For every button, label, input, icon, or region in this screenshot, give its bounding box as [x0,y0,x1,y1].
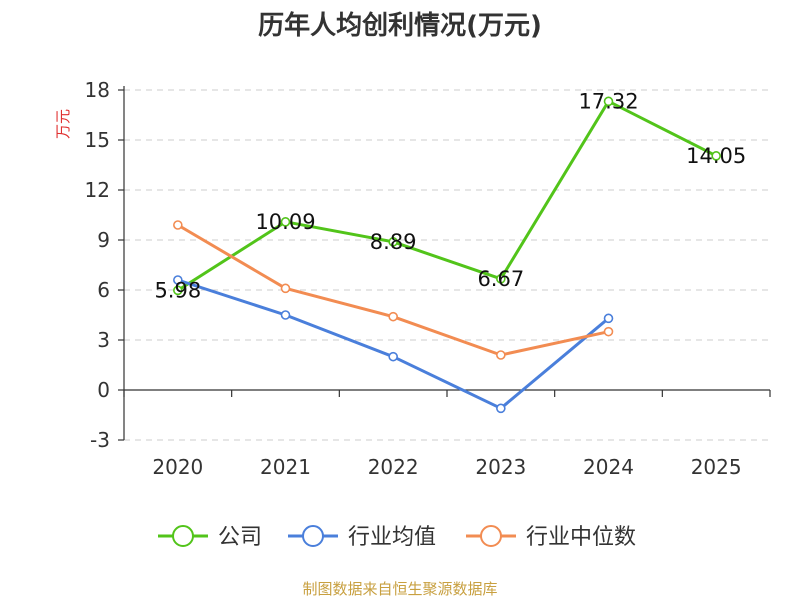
y-tick-label: 6 [97,278,110,302]
data-point [173,285,183,296]
data-point [496,350,506,360]
data-point [711,151,721,161]
data-point [173,275,183,285]
data-point [603,96,614,107]
y-tick-labels: 18 15 12 9 6 3 0 -3 [85,78,110,452]
x-tick-label: 2022 [368,455,419,479]
data-point [388,237,398,247]
data-label: 17.32 [578,89,638,113]
data-label: 14.05 [686,144,746,168]
axes [118,86,771,441]
data-label: 10.09 [255,210,315,234]
y-tick-label: 0 [97,378,110,402]
data-point [496,403,506,414]
series-group [173,96,721,414]
data-point [603,313,614,324]
data-labels: 5.98 10.09 8.89 6.67 17.32 14.05 [154,89,746,302]
data-point [280,283,291,294]
grid-lines [124,89,770,441]
legend-marker [480,525,502,547]
y-tick-label: -3 [90,428,110,452]
legend: 公司 行业均值 行业中位数 [158,525,636,550]
legend-label: 公司 [218,525,262,550]
legend-label: 行业均值 [348,525,436,550]
x-tick-label: 2025 [691,455,742,479]
x-tick-label: 2023 [475,455,526,479]
y-tick-label: 15 [85,128,110,152]
data-label: 6.67 [477,267,524,291]
y-axis-label: 万元 [54,109,72,139]
source-footer: 制图数据来自恒生聚源数据库 [302,580,497,598]
data-point [388,311,398,322]
y-tick-label: 3 [97,328,110,352]
data-point [280,310,291,320]
x-tick-label: 2024 [583,455,634,479]
y-tick-label: 18 [85,78,110,102]
x-tick-labels: 2020 2021 2022 2023 2024 2025 [152,455,741,479]
data-point [280,217,291,227]
chart-title: 历年人均创利情况(万元) [258,10,542,41]
y-tick-label: 9 [97,228,110,252]
data-label: 8.89 [370,230,417,254]
legend-marker [302,525,324,547]
data-point [496,274,506,284]
data-point [173,220,183,230]
x-tick-label: 2020 [152,455,203,479]
y-tick-label: 12 [85,178,110,202]
data-point [603,326,614,337]
data-label: 5.98 [154,278,201,302]
data-point [388,351,398,362]
legend-label: 行业中位数 [526,525,636,550]
legend-marker [172,525,194,547]
series-line [177,99,717,292]
x-tick-label: 2021 [260,455,311,479]
